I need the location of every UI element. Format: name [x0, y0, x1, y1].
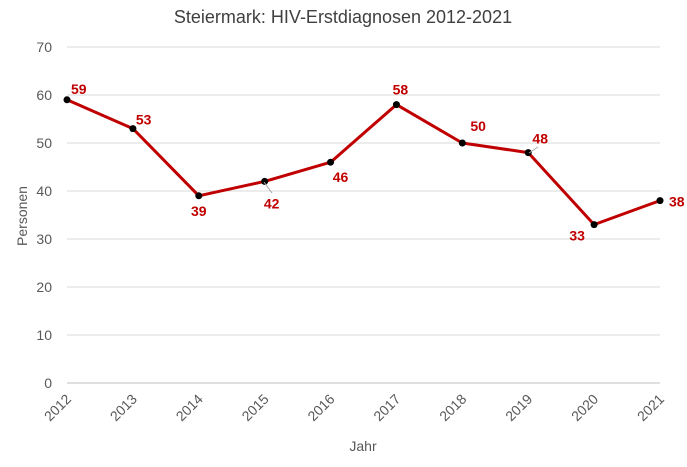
x-tick-label: 2018 — [436, 391, 469, 424]
data-point — [458, 139, 466, 147]
y-tick-label: 40 — [36, 183, 52, 199]
data-point — [590, 221, 598, 229]
data-label: 50 — [470, 118, 486, 134]
y-tick-label: 70 — [36, 39, 52, 55]
data-point — [327, 158, 335, 166]
label-leader-line — [263, 181, 273, 194]
data-point — [392, 101, 400, 109]
data-label: 38 — [669, 194, 685, 210]
data-label: 58 — [393, 82, 409, 98]
y-tick-label: 0 — [44, 375, 52, 391]
x-tick-label: 2021 — [634, 391, 667, 424]
data-point — [63, 96, 71, 104]
label-leader-line — [528, 146, 539, 154]
x-tick-label: 2014 — [173, 391, 206, 424]
x-tick-label: 2015 — [238, 391, 271, 424]
series-line — [65, 98, 662, 227]
y-tick-label: 30 — [36, 231, 52, 247]
x-axis-title: Jahr — [349, 438, 377, 454]
data-labels: 59 53 39 42 46 58 50 48 33 38 — [71, 81, 685, 244]
x-tick-labels: 2012 2013 2014 2015 2016 2017 2018 2019 2020 2021 — [41, 391, 667, 424]
data-point — [524, 149, 532, 157]
series-layer — [63, 96, 664, 229]
x-tick-label: 2019 — [502, 391, 535, 424]
data-point — [261, 177, 269, 185]
data-label: 33 — [569, 228, 585, 244]
data-label: 46 — [333, 169, 349, 185]
x-tick-label: 2013 — [107, 391, 140, 424]
data-point — [129, 125, 137, 133]
x-tick-label: 2020 — [568, 391, 601, 424]
chart-title: Steiermark: HIV-Erstdiagnosen 2012-2021 — [174, 7, 512, 27]
y-tick-label: 60 — [36, 87, 52, 103]
gridlines — [67, 46, 660, 384]
x-tick-label: 2012 — [41, 391, 74, 424]
data-label: 53 — [136, 112, 152, 128]
y-tick-label: 50 — [36, 135, 52, 151]
data-point — [195, 192, 203, 200]
x-tick-label: 2017 — [370, 391, 403, 424]
x-tick-label: 2016 — [304, 391, 337, 424]
y-axis-title: Personen — [14, 186, 30, 246]
data-label: 39 — [191, 203, 207, 219]
y-tick-labels: 0 10 20 30 40 50 60 70 — [36, 39, 52, 391]
data-point — [656, 197, 664, 205]
data-label: 59 — [71, 81, 87, 97]
data-label: 48 — [532, 131, 548, 147]
data-label: 42 — [264, 195, 280, 211]
y-tick-label: 10 — [36, 327, 52, 343]
y-tick-label: 20 — [36, 279, 52, 295]
